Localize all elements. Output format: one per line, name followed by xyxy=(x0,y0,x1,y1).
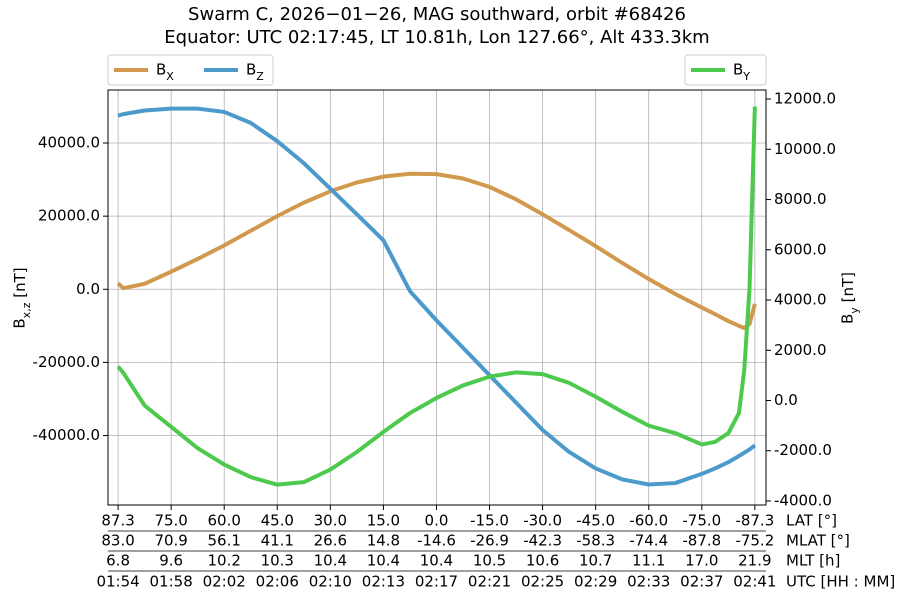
x-tick-label: -45.0 xyxy=(576,512,615,530)
x-tick-label: 10.2 xyxy=(208,552,241,570)
x-tick-label: 02:41 xyxy=(733,573,776,591)
y-axis-label: Bx,z [nT] xyxy=(11,267,33,328)
x-tick-label: 02:21 xyxy=(468,573,511,591)
y2-tick-label: 12000.0 xyxy=(774,90,836,108)
x-tick-label: 11.1 xyxy=(632,552,665,570)
x-tick-label: 87.3 xyxy=(101,512,134,530)
x-tick-label: -42.3 xyxy=(523,532,562,550)
y2-axis-label: By [nT] xyxy=(839,272,861,324)
y2-tick-label: 8000.0 xyxy=(774,190,827,208)
x-tick-label: 17.0 xyxy=(685,552,718,570)
x-tick-label: 02:37 xyxy=(680,573,723,591)
x-tick-label: 02:33 xyxy=(627,573,670,591)
y2-tick-label: 4000.0 xyxy=(774,291,827,309)
x-tick-label: 02:13 xyxy=(362,573,405,591)
series-line xyxy=(116,106,757,487)
y2-tick-label: 0.0 xyxy=(774,391,798,409)
x-row-name: LAT [°] xyxy=(786,512,837,530)
x-tick-label: -58.3 xyxy=(576,532,615,550)
x-tick-label: 6.8 xyxy=(106,552,130,570)
x-tick-label: 10.4 xyxy=(367,552,400,570)
x-tick-label: -87.3 xyxy=(735,512,774,530)
y-tick-label: -20000.0 xyxy=(33,353,100,371)
series-line xyxy=(116,171,757,331)
x-tick-label: 10.4 xyxy=(314,552,347,570)
x-tick-label: 83.0 xyxy=(101,532,134,550)
x-tick-label: 02:10 xyxy=(309,573,352,591)
y-tick-label: -40000.0 xyxy=(33,426,100,444)
chart-subtitle: Equator: UTC 02:17:45, LT 10.81h, Lon 12… xyxy=(164,27,709,48)
x-row-name: UTC [HH : MM] xyxy=(786,573,895,591)
x-tick-label: 10.7 xyxy=(579,552,612,570)
y-tick-label: 20000.0 xyxy=(38,207,100,225)
plot-frame xyxy=(107,89,767,506)
x-tick-label: -14.6 xyxy=(417,532,456,550)
x-tick-label: 21.9 xyxy=(738,552,771,570)
x-tick-label: -60.0 xyxy=(629,512,668,530)
x-tick-label: 56.1 xyxy=(208,532,241,550)
x-tick-label: 45.0 xyxy=(261,512,294,530)
legend-box xyxy=(107,54,274,86)
y2-tick-label: -2000.0 xyxy=(774,441,832,459)
x-tick-label: -15.0 xyxy=(470,512,509,530)
legend-box xyxy=(684,54,767,86)
x-tick-label: 70.9 xyxy=(154,532,187,550)
x-row-name: MLAT [°] xyxy=(786,532,850,550)
y-tick-label: 40000.0 xyxy=(38,134,100,152)
x-tick-label: -75.0 xyxy=(682,512,721,530)
x-tick-label: 02:25 xyxy=(521,573,564,591)
x-tick-label: -74.4 xyxy=(629,532,668,550)
y2-tick-label: 2000.0 xyxy=(774,341,827,359)
x-row-name: MLT [h] xyxy=(786,552,840,570)
x-tick-label: 15.0 xyxy=(367,512,400,530)
x-tick-label: 14.8 xyxy=(367,532,400,550)
y2-tick-label: -4000.0 xyxy=(774,491,832,509)
x-tick-label: 01:58 xyxy=(150,573,193,591)
x-tick-label: 0.0 xyxy=(425,512,449,530)
x-tick-label: 01:54 xyxy=(96,573,139,591)
x-tick-label: 10.4 xyxy=(420,552,453,570)
y-tick-label: 0.0 xyxy=(76,280,100,298)
x-tick-label: -87.8 xyxy=(682,532,721,550)
x-tick-label: -30.0 xyxy=(523,512,562,530)
x-tick-label: 02:29 xyxy=(574,573,617,591)
x-tick-label: -75.2 xyxy=(735,532,774,550)
x-tick-label: 02:06 xyxy=(256,573,299,591)
x-tick-label: 10.5 xyxy=(473,552,506,570)
x-tick-label: 30.0 xyxy=(314,512,347,530)
x-tick-label: 10.3 xyxy=(261,552,294,570)
x-tick-label: 02:17 xyxy=(415,573,458,591)
x-tick-label: 9.6 xyxy=(159,552,183,570)
y2-tick-label: 6000.0 xyxy=(774,240,827,258)
x-tick-label: 75.0 xyxy=(154,512,187,530)
x-tick-label: 02:02 xyxy=(203,573,246,591)
x-tick-label: 41.1 xyxy=(261,532,294,550)
y2-tick-label: 10000.0 xyxy=(774,140,836,158)
x-tick-label: 60.0 xyxy=(208,512,241,530)
chart-title: Swarm C, 2026−01−26, MAG southward, orbi… xyxy=(188,4,686,25)
series-line xyxy=(117,106,757,487)
x-tick-label: 10.6 xyxy=(526,552,559,570)
x-tick-label: -26.9 xyxy=(470,532,509,550)
x-tick-label: 26.6 xyxy=(314,532,347,550)
